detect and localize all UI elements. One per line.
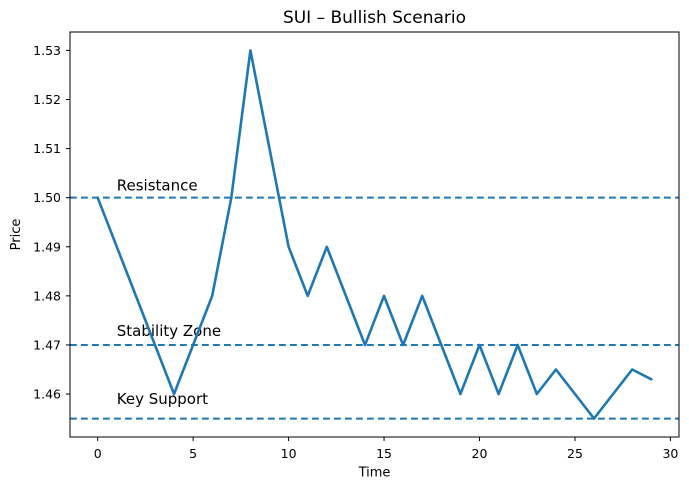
plot-area: Resistance Stability Zone Key Support 0 5 10 1… <box>33 31 680 461</box>
x-tick-label: 0 <box>94 446 102 461</box>
x-tick-label: 15 <box>376 446 392 461</box>
x-axis-label: Time <box>358 466 391 481</box>
y-tick-label: 1.52 <box>33 92 61 107</box>
axes-border <box>69 31 680 438</box>
y-tick-label: 1.50 <box>33 190 61 205</box>
y-tick-label: 1.48 <box>33 288 61 303</box>
stability-zone-label: Stability Zone <box>117 322 221 340</box>
y-tick-label: 1.53 <box>33 43 61 58</box>
x-tick-label: 25 <box>567 446 583 461</box>
x-tick-label: 10 <box>281 446 297 461</box>
y-tick-label: 1.49 <box>33 239 61 254</box>
y-tick-label: 1.46 <box>33 387 61 402</box>
x-tick-label: 30 <box>662 446 678 461</box>
x-tick-label: 20 <box>472 446 488 461</box>
y-tick-label: 1.47 <box>33 337 61 352</box>
price-series-line <box>96 49 653 420</box>
resistance-label: Resistance <box>117 176 198 194</box>
chart-title: SUI – Bullish Scenario <box>283 8 466 28</box>
key-support-label: Key Support <box>117 390 208 408</box>
y-axis-label: Price <box>9 219 24 251</box>
x-tick-label: 5 <box>189 446 197 461</box>
y-tick-label: 1.51 <box>33 141 61 156</box>
